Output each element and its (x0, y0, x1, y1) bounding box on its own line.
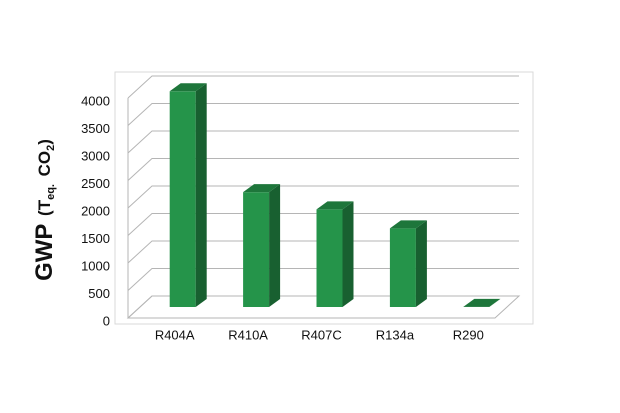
x-tick-label: R290 (453, 327, 484, 342)
bar-front (389, 228, 416, 307)
bar-side (489, 298, 501, 307)
grid-line (127, 158, 519, 181)
y-tick-label: 3000 (81, 148, 110, 163)
grid-line (127, 75, 519, 99)
grid-line (127, 130, 519, 154)
y-tick-label: 0 (103, 313, 110, 328)
grid-line (127, 185, 519, 209)
y-label-part: (T (35, 199, 54, 216)
bar-side (195, 83, 207, 307)
bar-top (169, 83, 207, 92)
y-label-main: GWP (31, 224, 58, 281)
bar-side (342, 201, 354, 307)
bar-side (415, 220, 427, 307)
chart-frame (114, 71, 534, 325)
y-tick-label: 4000 (81, 93, 110, 108)
y-tick-label: 2000 (81, 203, 110, 218)
bar-front (316, 209, 343, 307)
x-tick-label: R407C (301, 327, 341, 342)
y-label-part: ) (35, 139, 54, 145)
bar-top (463, 298, 501, 307)
y-tick-label: 1500 (81, 231, 110, 246)
bar-side (269, 184, 281, 307)
x-tick-label: R404A (155, 327, 195, 342)
bar-front (243, 192, 270, 307)
x-tick-label: R410A (228, 327, 268, 342)
y-axis-label: GWP (Teq. CO2) (31, 139, 58, 281)
y-label-sub: eq. (45, 184, 57, 200)
bar-top (243, 184, 281, 193)
x-tick-label: R134a (376, 327, 415, 342)
y-label-part: CO (35, 151, 54, 177)
bar-top (316, 201, 354, 210)
y-label-sub: 2 (45, 145, 57, 151)
bar-top (389, 220, 427, 229)
grid-line (127, 103, 519, 126)
bar-front (169, 91, 196, 307)
y-tick-label: 3500 (81, 121, 110, 136)
grid-line (127, 213, 519, 236)
y-tick-label: 2500 (81, 176, 110, 191)
y-tick-label: 1000 (81, 258, 110, 273)
y-tick-label: 500 (88, 286, 110, 301)
